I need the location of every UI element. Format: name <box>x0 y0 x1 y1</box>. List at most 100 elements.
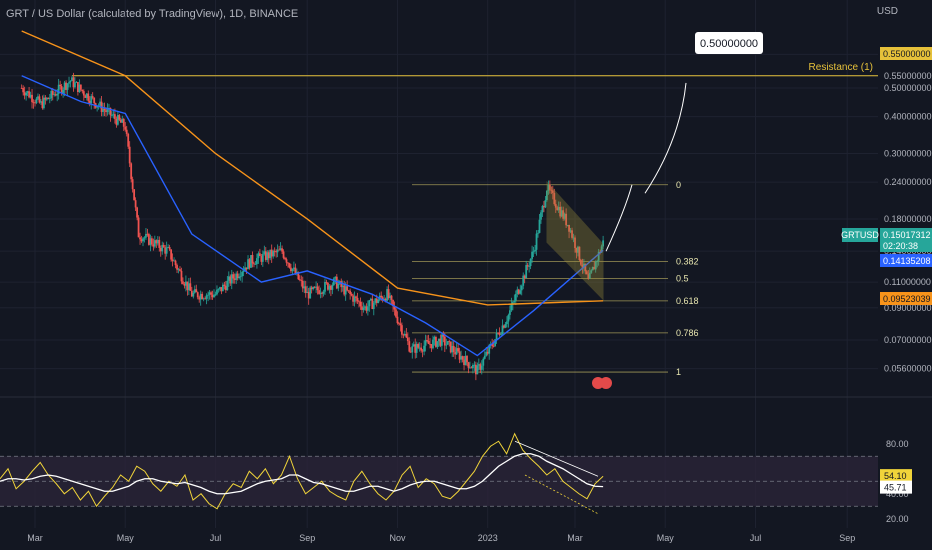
candle-body <box>78 84 81 93</box>
candle-body <box>233 278 236 280</box>
candle-body <box>473 364 476 366</box>
candle-body <box>281 248 283 252</box>
candle-body <box>210 292 212 295</box>
candle-body <box>380 295 383 298</box>
candle-body <box>318 290 320 294</box>
candle-body <box>66 83 69 90</box>
candle-body <box>460 356 462 360</box>
candle-body <box>372 302 375 310</box>
candle-body <box>371 298 374 310</box>
candle-body <box>300 280 303 281</box>
fib-level-label: 0.382 <box>676 257 699 267</box>
candle-body <box>96 106 99 108</box>
fib-level-label: 0.618 <box>676 296 699 306</box>
symbol-tag-text: GRTUSD <box>841 230 879 240</box>
candle-body <box>387 289 390 299</box>
candle-body <box>282 251 285 258</box>
candle-body <box>118 115 121 120</box>
candle-body <box>37 96 39 99</box>
candle-body <box>301 280 304 289</box>
candle-body <box>540 212 542 220</box>
candle-body <box>443 336 446 346</box>
candle-body <box>520 285 523 291</box>
candle-body <box>466 356 468 363</box>
candle-body <box>38 96 41 103</box>
candle-body <box>332 278 335 286</box>
candle-body <box>51 90 54 95</box>
y-tick-label: 0.05600000 <box>884 364 932 374</box>
candle-body <box>544 200 547 208</box>
candle-body <box>439 338 442 346</box>
candle-body <box>69 80 72 83</box>
candle-body <box>337 283 340 289</box>
candle-body <box>440 334 443 346</box>
candle-body <box>396 316 399 324</box>
candle-body <box>74 82 76 88</box>
y-tick-label: 0.30000000 <box>884 148 932 158</box>
candle-body <box>585 271 588 275</box>
candle-body <box>229 276 232 284</box>
candle-body <box>202 298 205 300</box>
candle-body <box>355 296 357 298</box>
candle-body <box>192 292 195 297</box>
candle-body <box>392 299 394 307</box>
ma-slow-line <box>21 30 604 306</box>
candle-body <box>543 205 545 208</box>
candle-body <box>177 269 180 271</box>
rsi-trendline-lower <box>524 474 599 515</box>
candle-body <box>199 293 202 300</box>
candle-body <box>498 332 501 335</box>
candle-body <box>436 341 439 347</box>
candle-body <box>446 341 449 345</box>
x-tick-label: May <box>117 533 135 543</box>
y-tick-label: 0.18000000 <box>884 214 932 224</box>
candle-body <box>143 237 146 239</box>
candle-body <box>426 340 428 342</box>
x-tick-label: Mar <box>567 533 583 543</box>
candle-body <box>507 314 510 322</box>
candle-body <box>511 302 514 304</box>
candle-body <box>366 306 369 311</box>
candle-body <box>556 207 559 211</box>
candle-body <box>486 351 489 354</box>
candle-body <box>176 265 178 270</box>
candle-body <box>25 92 28 96</box>
candle-body <box>581 264 584 268</box>
candle-body <box>91 96 94 98</box>
candle-body <box>442 334 445 337</box>
y-tick-label: 0.07000000 <box>884 335 932 345</box>
candle-body <box>90 96 93 104</box>
candle-body <box>343 285 346 295</box>
candle-body <box>541 205 544 213</box>
candle-body <box>260 256 263 262</box>
candle-body <box>495 332 498 340</box>
bull-flag-channel <box>546 181 604 301</box>
candle-body <box>47 97 50 99</box>
candle-body <box>344 286 347 295</box>
candle-body <box>574 237 576 248</box>
candle-body <box>65 82 67 90</box>
candle-body <box>406 337 409 342</box>
candle-body <box>162 244 165 248</box>
projection-arrow-1 <box>605 184 633 252</box>
candle-body <box>383 298 386 301</box>
candle-body <box>72 77 75 88</box>
candle-body <box>253 263 255 265</box>
candle-body <box>226 280 229 291</box>
candle-body <box>133 189 136 201</box>
candle-body <box>517 289 520 294</box>
candle-body <box>71 77 73 81</box>
candle-body <box>182 281 184 284</box>
candle-body <box>122 119 125 127</box>
candle-body <box>208 292 211 295</box>
candle-body <box>183 283 186 286</box>
candle-body <box>310 287 313 290</box>
candle-body <box>461 356 464 360</box>
fib-level-label: 1 <box>676 367 681 377</box>
candle-body <box>211 294 214 298</box>
candle-body <box>482 358 485 366</box>
candle-body <box>368 300 371 307</box>
candle-body <box>140 239 143 242</box>
candle-body <box>102 108 104 112</box>
